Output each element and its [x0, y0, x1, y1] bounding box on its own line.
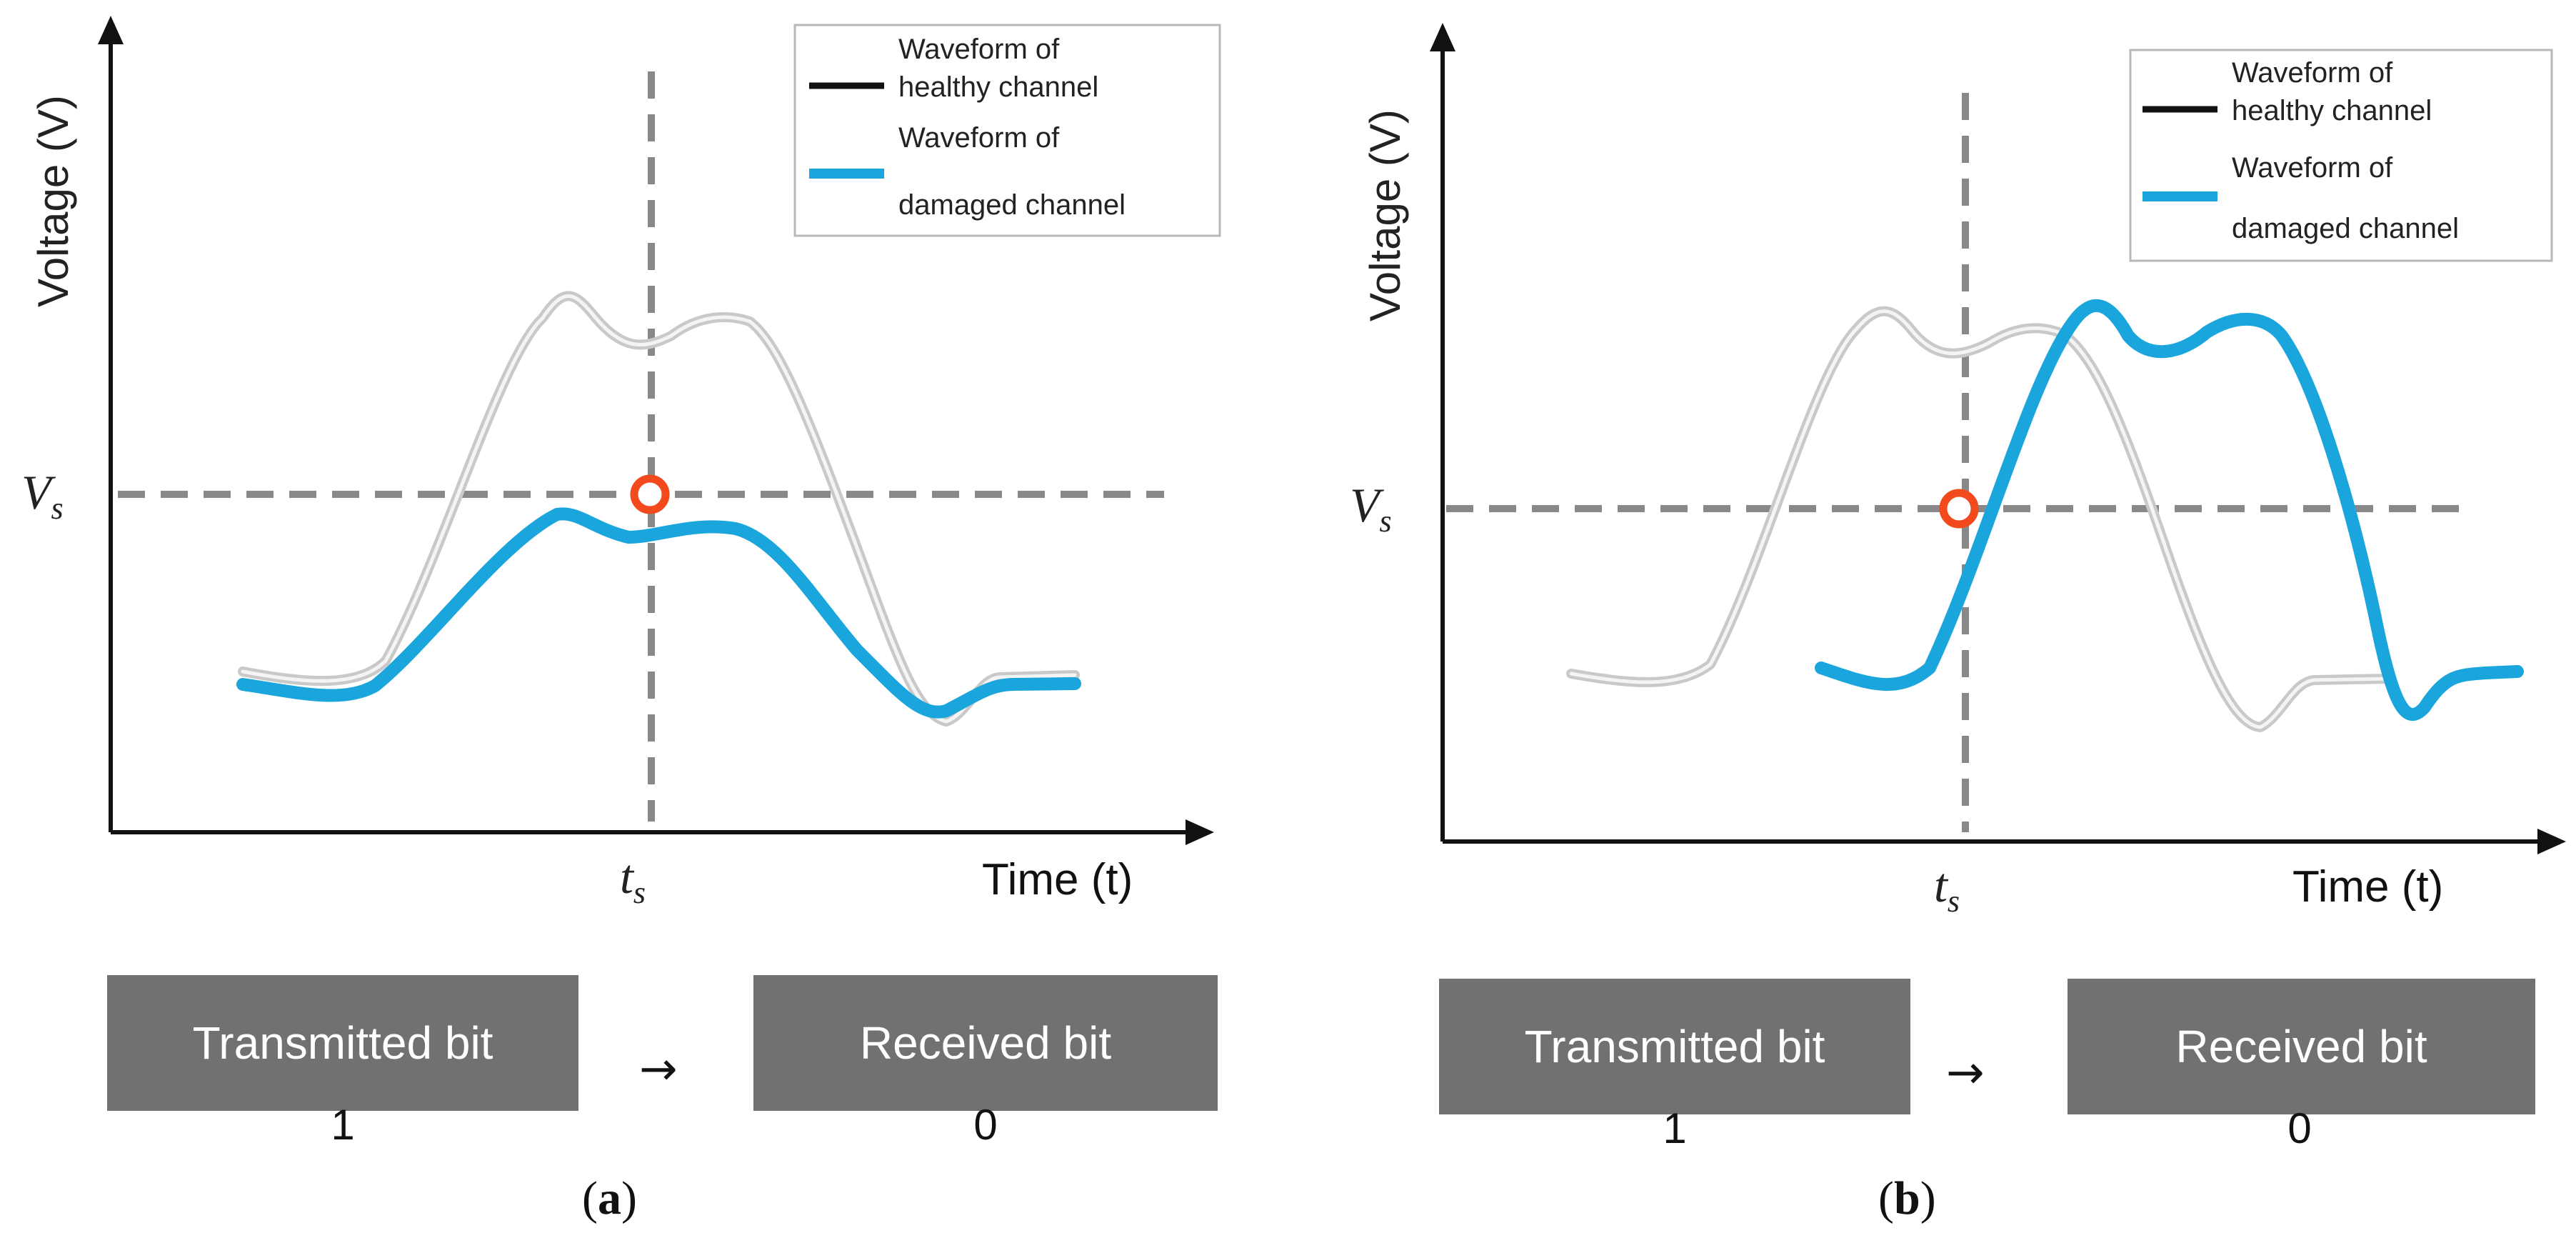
legend-healthy-line1: Waveform of — [2232, 57, 2393, 89]
x-axis-arrowhead — [1186, 819, 1214, 845]
transmitted-bit-value: 1 — [1663, 1104, 1687, 1152]
sampling-time-label: ts — [620, 849, 646, 910]
sampling-point-marker — [630, 474, 670, 514]
transmitted-bit-label: Transmitted bit — [1439, 979, 1910, 1114]
sampling-time-label: ts — [1934, 858, 1960, 919]
transmitted-bit-value: 1 — [331, 1101, 355, 1149]
legend-box — [2129, 49, 2553, 262]
damaged-waveform — [1815, 299, 2524, 721]
healthy-waveform-inner — [241, 294, 1077, 724]
legend-damaged-line1: Waveform of — [2232, 152, 2393, 184]
waveform-plot-b: Voltage (V) Time (t) Vs ts Waveform of h… — [1350, 23, 2566, 919]
panel-caption: (a) — [582, 1172, 637, 1224]
healthy-waveform-inner — [1569, 309, 2391, 729]
arrow-icon: → — [639, 1043, 678, 1096]
waveform-plot-a: Voltage (V) Time (t) Vs ts Waveform of h… — [21, 16, 1221, 910]
legend-healthy-line1: Waveform of — [898, 34, 1060, 65]
y-axis-label: Voltage (V) — [29, 95, 77, 307]
x-axis-label: Time (t) — [982, 855, 1133, 904]
received-bit-label: Received bit — [753, 975, 1218, 1111]
healthy-waveform — [1566, 306, 2394, 732]
panel-a: Voltage (V) Time (t) Vs ts Waveform of h… — [21, 16, 1221, 1224]
y-axis-arrowhead — [1430, 23, 1455, 51]
x-axis-arrowhead — [2537, 829, 2566, 854]
legend-damaged-line2: damaged channel — [898, 189, 1126, 221]
legend: Waveform of healthy channel Waveform of … — [793, 24, 1221, 237]
received-bit-label: Received bit — [2068, 979, 2535, 1114]
received-bit-value: 0 — [973, 1101, 998, 1149]
panel-caption: (b) — [1878, 1172, 1936, 1224]
legend-healthy-line2: healthy channel — [898, 71, 1098, 103]
y-axis-label: Voltage (V) — [1361, 109, 1409, 321]
legend-healthy-line2: healthy channel — [2232, 95, 2432, 126]
threshold-label: Vs — [21, 465, 64, 526]
transmitted-bit-label: Transmitted bit — [107, 975, 578, 1111]
damaged-waveform — [236, 507, 1081, 719]
sampling-point-marker — [1939, 489, 1979, 529]
legend-box — [793, 24, 1221, 237]
received-bit-value: 0 — [2287, 1104, 2312, 1152]
legend-damaged-line2: damaged channel — [2232, 213, 2459, 244]
legend: Waveform of healthy channel Waveform of … — [2129, 49, 2553, 262]
x-axis-label: Time (t) — [2292, 862, 2443, 912]
panel-b: Voltage (V) Time (t) Vs ts Waveform of h… — [1314, 0, 2576, 1238]
arrow-icon: → — [1946, 1047, 1985, 1099]
y-axis-arrowhead — [98, 16, 124, 44]
legend-damaged-line1: Waveform of — [898, 122, 1060, 154]
threshold-label: Vs — [1350, 478, 1392, 539]
